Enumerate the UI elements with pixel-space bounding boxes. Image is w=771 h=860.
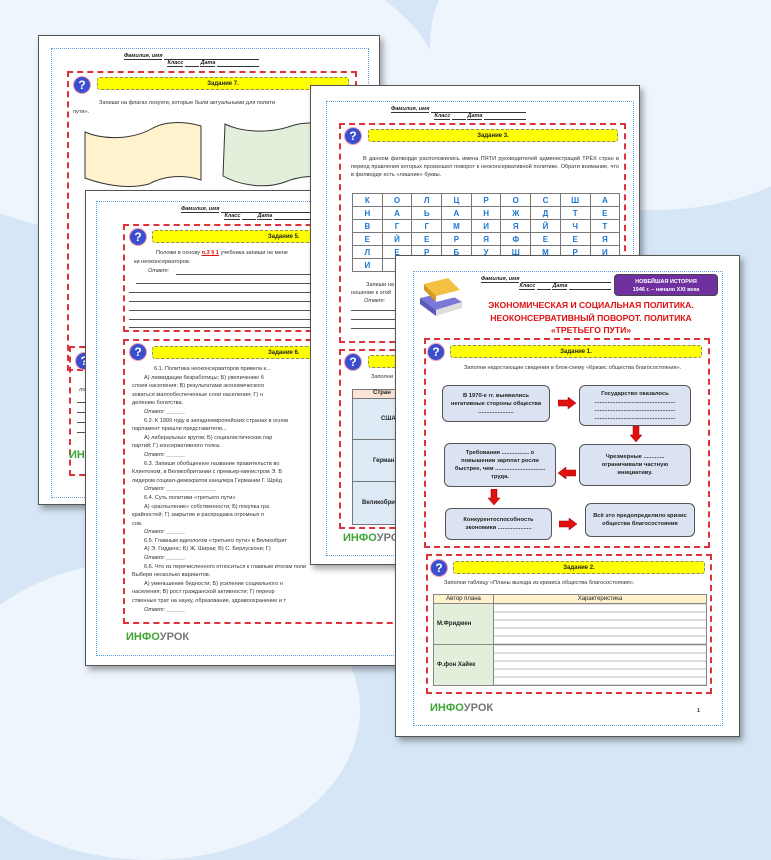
grid-cell: Й xyxy=(381,232,413,246)
textbook-link[interactable]: п.3 § 1 xyxy=(201,250,220,256)
task7-header: Задание 7. xyxy=(97,77,349,90)
task7-instruction-cont: пути». xyxy=(73,109,90,115)
flag-1 xyxy=(84,122,202,187)
grid-cell: Ц xyxy=(441,193,472,207)
arrow-down-icon xyxy=(488,489,500,505)
plans-table: Автор плана Характеристика М.Фридмен Ф.фо… xyxy=(433,594,707,686)
task7-instruction: Запиши на флагах лозунги, которые были а… xyxy=(99,100,276,106)
grid-cell: К xyxy=(352,193,383,207)
flow-box-4: Чрезмерные ............. ограничивали ча… xyxy=(579,444,691,486)
task5-instruction: Положи в основу п.3 § 1 учебника запиши … xyxy=(156,250,288,256)
task3-instruction: В данном филворде расположились имена ПЯ… xyxy=(351,156,619,178)
grid-cell: Е xyxy=(411,232,443,246)
grid-cell: Е xyxy=(589,206,621,220)
page-border xyxy=(413,271,723,726)
grid-cell: И xyxy=(470,219,502,233)
flow-box-5: Конкурентоспособность экономики ........… xyxy=(445,508,552,540)
grid-cell: Ч xyxy=(559,219,591,233)
grid-cell: Е xyxy=(352,232,383,246)
grid-cell: Ь xyxy=(411,206,443,220)
question-icon: ? xyxy=(344,127,362,145)
grid-cell: Г xyxy=(381,219,413,233)
task1-box xyxy=(424,338,710,548)
characteristic-field[interactable] xyxy=(493,603,707,645)
grid-cell: Р xyxy=(441,232,472,246)
task2-box xyxy=(426,554,712,694)
grid-cell: Т xyxy=(559,206,591,220)
grid-cell: А xyxy=(589,193,621,207)
grid-cell: Л xyxy=(352,245,383,259)
grid-cell: Я xyxy=(500,219,532,233)
grid-cell: Т xyxy=(589,219,621,233)
grid-cell: Н xyxy=(470,206,502,220)
task1-header: Задание 1. xyxy=(450,345,702,358)
grid-cell: Л xyxy=(411,193,443,207)
characteristic-field[interactable] xyxy=(493,644,707,686)
grid-cell: М xyxy=(441,219,472,233)
flow-box-3: Требования ................. о повышении… xyxy=(444,443,556,487)
task1-instruction: Заполни недостающие сведения в блок-схем… xyxy=(464,365,682,371)
task8-text: лозу xyxy=(79,386,91,394)
grid-cell: Н xyxy=(352,206,383,220)
grid-cell: Е xyxy=(559,232,591,246)
grid-cell: Е xyxy=(530,232,561,246)
grid-cell: Й xyxy=(530,219,561,233)
grid-cell: Ф xyxy=(500,232,532,246)
grid-cell: Я xyxy=(589,232,621,246)
task6-questions: 6.1. Политика неоконсерваторов привела к… xyxy=(132,366,307,613)
flow-box-6: Всё это предопределило кризис общества б… xyxy=(585,503,695,537)
table-row-author: М.Фридмен xyxy=(433,603,494,645)
task2-header: Задание 2. xyxy=(453,561,705,574)
worksheet-title: ЭКОНОМИЧЕСКАЯ И СОЦИАЛЬНАЯ ПОЛИТИКА. НЕОК… xyxy=(488,300,694,335)
grid-cell: А xyxy=(441,206,472,220)
grid-cell: О xyxy=(381,193,413,207)
arrow-right-icon xyxy=(558,397,576,409)
question-icon: ? xyxy=(129,228,147,246)
student-name-fields: Фамилия, имя Класс Дата xyxy=(456,276,611,290)
table-row-author: Ф.фон Хайек xyxy=(433,644,494,686)
student-name-fields: Фамилия, имя Класс Дата xyxy=(156,206,316,220)
student-name-fields: Фамилия, имя Класс Дата xyxy=(99,53,259,67)
grid-cell: С xyxy=(530,193,561,207)
task3-header: Задание 3. xyxy=(368,129,618,142)
question-icon: ? xyxy=(344,353,362,371)
grid-cell: Ш xyxy=(559,193,591,207)
infourok-logo: ИНФОУРОК xyxy=(126,631,190,643)
flow-box-1: В 1970-е гг. выявились негативные сторон… xyxy=(442,385,550,422)
subject-badge: НОВЕЙШАЯ ИСТОРИЯ 1946 г. – начало XXI век… xyxy=(614,274,718,296)
task2-instruction: Заполни таблицу «Планы выхода из кризиса… xyxy=(444,580,635,586)
grid-cell: О xyxy=(500,193,532,207)
grid-cell: И xyxy=(352,258,383,272)
question-icon: ? xyxy=(73,76,91,94)
arrow-down-icon xyxy=(630,426,642,442)
infourok-logo: ИНФОУРОК xyxy=(430,702,494,714)
page-number: 1 xyxy=(697,708,701,714)
question-icon: ? xyxy=(129,343,147,361)
grid-cell: Р xyxy=(470,193,502,207)
grid-cell: Ж xyxy=(500,206,532,220)
grid-cell: Я xyxy=(470,232,502,246)
grid-cell: В xyxy=(352,219,383,233)
student-name-fields: Фамилия, имя Класс Дата xyxy=(361,106,526,120)
grid-cell: А xyxy=(381,206,413,220)
flow-box-2: Государство оказалось ..................… xyxy=(579,385,691,426)
arrow-right-icon xyxy=(559,518,577,530)
question-icon: ? xyxy=(427,343,445,361)
books-icon xyxy=(420,278,462,316)
grid-cell: Г xyxy=(411,219,443,233)
worksheet-page-task1-2: Фамилия, имя Класс Дата НОВЕЙШАЯ ИСТОРИЯ… xyxy=(395,255,740,737)
grid-cell: Д xyxy=(530,206,561,220)
arrow-left-icon xyxy=(558,467,576,479)
question-icon: ? xyxy=(430,559,448,577)
